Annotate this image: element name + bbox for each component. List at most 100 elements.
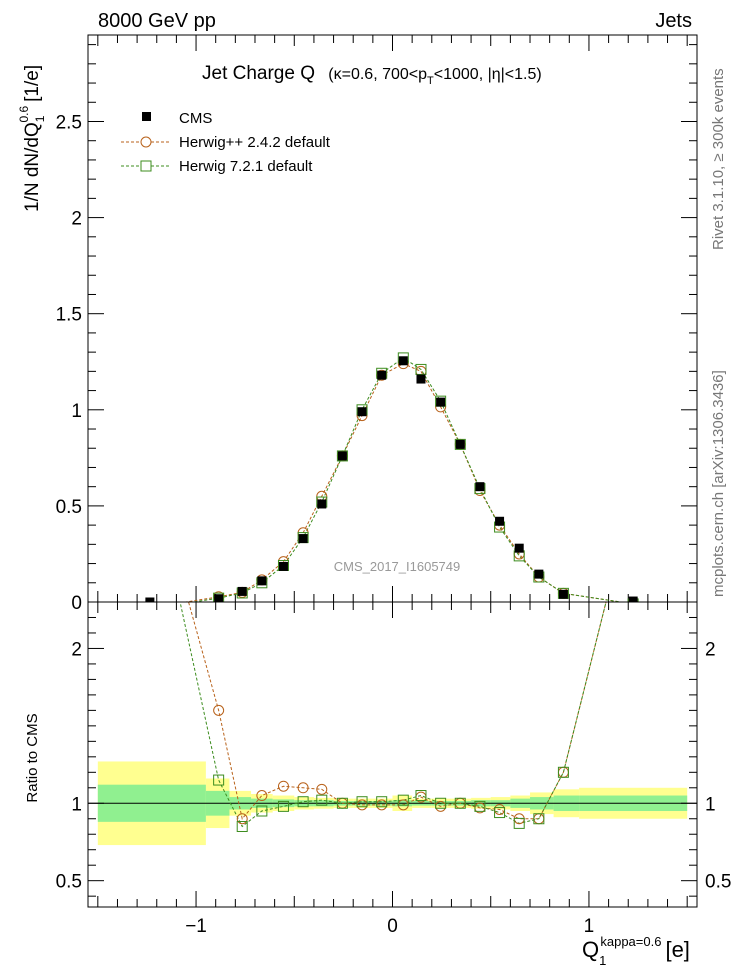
ratio-frame [87, 601, 698, 908]
ratio-xlabel-unit: [e] [665, 937, 689, 962]
plot-title-open: ( [328, 66, 334, 83]
legend-entry-herwigpp: Herwig++ 2.4.2 default [121, 134, 331, 151]
plot-title: Jet Charge Q (κ=0.6, 700<pT<1000, |η|<1.… [202, 63, 542, 87]
main-ytick-label: 1 [71, 401, 82, 422]
mcplots-label: mcplots.cern.ch [arXiv:1306.3436] [710, 370, 727, 597]
main-ytick-label: 0 [71, 593, 82, 614]
ratio-ytick-label-right: 1 [705, 794, 716, 815]
ratio-xlabel-sup: kappa=0.6 [600, 934, 661, 949]
herwig7-marker [415, 363, 427, 375]
plot-title-main: Jet Charge Q [202, 63, 315, 84]
cms-data-point [475, 482, 485, 492]
legend-label-herwig7: Herwig 7.2.1 default [179, 158, 313, 175]
ratio-herwig7-marker [557, 766, 569, 778]
cms-data-point [145, 597, 155, 602]
plot-title-sub: T [427, 75, 434, 87]
ratio-herwigpp-marker [297, 782, 309, 794]
ratio-xlabel-main: Q [582, 937, 599, 962]
ratio-ytick-label-right: 0.5 [705, 872, 731, 893]
main-ylabel-sup: 0.6 [17, 106, 31, 123]
main-ylabel-main: 1/N dN/dQ [22, 122, 43, 212]
ratio-herwigpp-marker [256, 790, 268, 802]
main-series-markers [145, 352, 639, 602]
ratio-xlabel: Q1 kappa=0.6 [e] [582, 934, 690, 968]
ratio-herwigpp-marker [213, 704, 225, 716]
cms-data-point [237, 586, 247, 596]
main-ylabel-unit: [1/e] [22, 65, 43, 102]
legend-entry-herwig7: Herwig 7.2.1 default [121, 158, 313, 175]
cms-data-point [317, 499, 327, 509]
cms-data-point [455, 439, 465, 449]
main-axes: 0 0.5 1 1.5 2 2.5 [56, 35, 697, 614]
ratio-herwig7-line [179, 602, 607, 828]
ratio-herwig7-marker [213, 774, 225, 786]
ratio-ytick-label-right: 2 [705, 639, 716, 660]
ratio-herwig7-marker [533, 813, 545, 825]
cms-data-point [514, 543, 524, 553]
ratio-series-lines [179, 602, 607, 828]
header-right: Jets [655, 10, 692, 32]
ratio-plot: 0.5 0.5 1 1 2 2 −1 0 1 [56, 458, 731, 937]
cms-data-point [337, 451, 347, 461]
cms-data-point [534, 569, 544, 579]
analysis-watermark: CMS_2017_I1605749 [334, 559, 461, 574]
ratio-herwig7-marker [513, 817, 525, 829]
herwig7-marker [336, 450, 348, 462]
ratio-herwig7-marker [494, 807, 506, 819]
ratio-ytick-label: 2 [71, 639, 82, 660]
ratio-herwig7-marker [376, 796, 388, 808]
ratio-series-markers [145, 458, 638, 832]
ratio-herwigpp-marker [316, 783, 328, 795]
ratio-herwig7-marker [356, 796, 368, 808]
ratio-xtick-label: 1 [584, 916, 595, 937]
ratio-ylabel: Ratio to CMS [24, 713, 41, 802]
main-ytick-label: 2.5 [56, 112, 82, 133]
plot-title-params: κ=0.6, 700<p [334, 66, 428, 83]
legend-marker-herwigpp [140, 136, 152, 148]
ratio-xlabel-sub: 1 [599, 953, 606, 968]
svg-text:1/N dN/dQ10.6[1/e]: 1/N dN/dQ10.6 [1/e] [17, 65, 47, 212]
ratio-xtick-label: −1 [185, 916, 207, 937]
legend-entry-cms: CMS [142, 110, 212, 127]
herwig7-marker [454, 438, 466, 450]
main-ytick-label: 1.5 [56, 305, 82, 326]
ratio-herwig7-marker [316, 794, 328, 806]
ratio-herwigpp-marker [628, 489, 638, 499]
cms-data-point [628, 596, 638, 602]
plot-title-tail: <1000, |η|<1.5) [434, 66, 542, 83]
cms-data-point [214, 594, 224, 602]
cms-data-point [558, 589, 568, 599]
legend-marker-cms [142, 112, 151, 121]
ratio-herwigpp-marker [236, 813, 248, 825]
main-ytick-label: 2 [71, 209, 82, 230]
ratio-herwig7-marker [397, 794, 409, 806]
cms-data-point [495, 516, 505, 526]
cms-data-point [436, 397, 446, 407]
ratio-herwigpp-marker [145, 458, 155, 468]
main-ytick-label: 0.5 [56, 497, 82, 518]
ratio-herwig7-marker [454, 797, 466, 809]
ratio-herwig7-marker [297, 796, 309, 808]
cms-data-point [398, 356, 408, 366]
cms-data-point [257, 576, 267, 586]
herwig7-marker [213, 592, 225, 602]
cms-data-point [357, 407, 367, 417]
cms-data-point [298, 534, 308, 544]
rivet-label: Rivet 3.1.10, ≥ 300k events [710, 68, 727, 250]
ratio-herwig7-marker [474, 800, 486, 812]
cms-data-point [377, 370, 387, 380]
ratio-herwig7-marker [277, 800, 289, 812]
main-ylabel-sub: 1 [33, 115, 47, 122]
cms-data-point [278, 561, 288, 571]
main-ylabel: 1/N dN/dQ10.6 [1/e] [17, 65, 47, 212]
ratio-herwigpp-line [188, 602, 607, 820]
ratio-uncertainty-bands [88, 761, 697, 846]
ratio-herwigpp-marker [277, 780, 289, 792]
ratio-herwig7-marker [435, 797, 447, 809]
ratio-herwig7-marker [336, 797, 348, 809]
ratio-ytick-label: 1 [71, 794, 82, 815]
ratio-axes: 0.5 0.5 1 1 2 2 −1 0 1 [56, 602, 731, 937]
header-left: 8000 GeV pp [98, 10, 216, 32]
ratio-herwig7-marker [415, 790, 427, 802]
